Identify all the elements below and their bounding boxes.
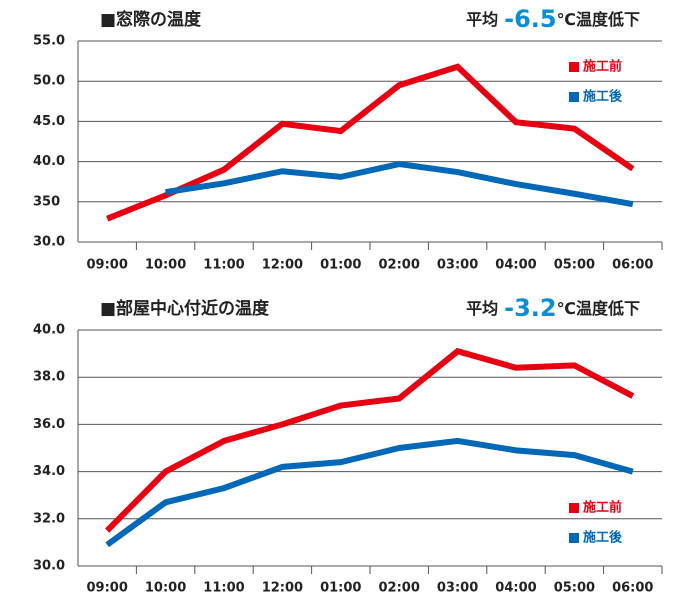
y-tick-label: 32.0	[33, 511, 65, 526]
x-tick-label: 03:00	[437, 258, 478, 273]
x-tick-label: 05:00	[554, 581, 595, 594]
line-series	[105, 437, 634, 548]
chart-title: ■部屋中心付近の温度	[100, 298, 270, 319]
y-tick-label: 38.0	[33, 370, 65, 385]
x-tick-label: 06:00	[612, 258, 653, 273]
y-tick-label: 350	[33, 194, 60, 209]
x-tick-label: 03:00	[437, 581, 478, 594]
x-tick-label: 10:00	[145, 258, 186, 273]
line-series	[106, 63, 635, 222]
y-tick-label: 40.0	[33, 323, 65, 338]
annotation: 平均 -6.5℃温度低下	[466, 5, 640, 33]
y-tick-label: 45.0	[33, 114, 65, 129]
x-tick-label: 05:00	[554, 258, 595, 273]
x-tick-label: 09:00	[87, 258, 128, 273]
legend-label: 施工前	[583, 500, 622, 516]
legend-swatch	[569, 62, 579, 72]
line-series	[105, 347, 635, 533]
x-tick-label: 11:00	[203, 258, 244, 273]
x-tick-label: 04:00	[495, 581, 536, 594]
x-tick-label: 04:00	[495, 258, 536, 273]
x-tick-label: 02:00	[379, 258, 420, 273]
annotation: 平均 -3.2℃温度低下	[466, 294, 640, 322]
y-tick-label: 55.0	[33, 34, 65, 49]
x-tick-label: 06:00	[612, 581, 653, 594]
x-tick-label: 01:00	[320, 258, 361, 273]
chart-title: ■窓際の温度	[100, 9, 202, 30]
x-tick-label: 01:00	[320, 581, 361, 594]
x-tick-label: 10:00	[145, 581, 186, 594]
y-tick-label: 50.0	[33, 74, 65, 89]
annotation-suffix: ℃温度低下	[557, 10, 640, 29]
line-series	[165, 160, 634, 208]
x-tick-label: 02:00	[379, 581, 420, 594]
legend-label: 施工後	[583, 530, 623, 546]
annotation-suffix: ℃温度低下	[557, 299, 640, 318]
annotation-prefix: 平均	[466, 10, 498, 29]
legend-swatch	[569, 533, 579, 543]
annotation-value: -6.5	[504, 5, 556, 33]
y-tick-label: 30.0	[33, 559, 65, 574]
x-tick-label: 12:00	[262, 258, 303, 273]
x-tick-label: 12:00	[262, 581, 303, 594]
legend-swatch	[569, 92, 579, 102]
legend-swatch	[569, 503, 579, 513]
y-tick-label: 30.0	[33, 235, 65, 250]
y-tick-label: 36.0	[33, 417, 65, 432]
x-tick-label: 09:00	[87, 581, 128, 594]
y-tick-label: 40.0	[33, 154, 65, 169]
y-tick-label: 34.0	[33, 464, 65, 479]
legend-label: 施工前	[583, 59, 622, 75]
annotation-prefix: 平均	[466, 299, 498, 318]
x-tick-label: 11:00	[203, 581, 244, 594]
annotation-value: -3.2	[504, 294, 556, 322]
legend-label: 施工後	[583, 89, 623, 105]
